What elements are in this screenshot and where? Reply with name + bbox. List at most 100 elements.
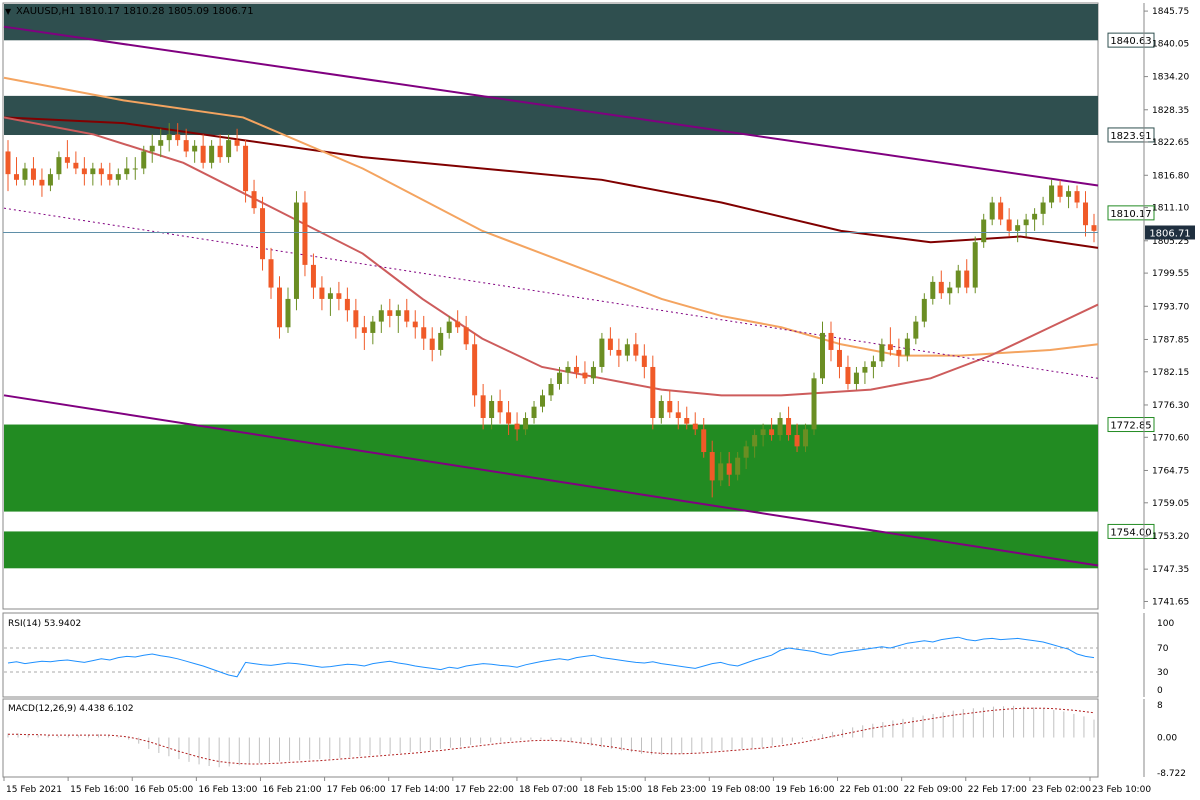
candle xyxy=(599,332,605,373)
price-tick-label: 1845.75 xyxy=(1152,7,1189,17)
candle xyxy=(1032,208,1038,231)
rsi-label: RSI(14) 53.9402 xyxy=(8,619,81,629)
candle xyxy=(200,134,206,169)
candle xyxy=(879,338,885,367)
candle xyxy=(472,332,478,407)
time-tick-label: 17 Feb 06:00 xyxy=(327,785,386,795)
candle xyxy=(1074,185,1080,209)
candle xyxy=(709,440,715,498)
candle xyxy=(794,423,800,453)
level-label-text: 1810.17 xyxy=(1110,209,1151,220)
current-price-badge: 1806.71 xyxy=(1145,225,1195,240)
candle xyxy=(633,332,639,362)
candle xyxy=(531,400,537,424)
rsi-tick-top: 100 xyxy=(1157,619,1174,629)
candle xyxy=(998,196,1004,226)
price-tick-label: 1759.05 xyxy=(1152,499,1189,509)
candle xyxy=(336,281,342,311)
support-zone-lower xyxy=(4,531,1098,569)
level-label: 1772.85 xyxy=(1107,417,1155,433)
candle xyxy=(480,383,486,430)
macd-tick-label: -8.722 xyxy=(1157,769,1186,779)
candle xyxy=(395,304,401,333)
macd-panel[interactable]: MACD(12,26,9) 4.438 6.102 8 0.00 -8.722 xyxy=(2,698,1186,779)
macd-tick-label: 8 xyxy=(1157,701,1163,711)
candle xyxy=(226,134,232,163)
candle xyxy=(820,321,825,384)
candle xyxy=(887,327,893,356)
candle xyxy=(81,157,87,186)
candle xyxy=(124,157,130,180)
time-tick-label: 22 Feb 09:00 xyxy=(904,785,963,795)
candle xyxy=(769,418,775,441)
time-tick-label: 17 Feb 14:00 xyxy=(391,785,450,795)
time-tick-label: 18 Feb 07:00 xyxy=(519,785,578,795)
price-tick-label: 1822.65 xyxy=(1152,138,1189,148)
level-label-text: 1840.63 xyxy=(1110,36,1151,47)
candle xyxy=(175,123,181,146)
candle xyxy=(947,281,953,305)
candle xyxy=(896,338,902,367)
channel-lower[interactable] xyxy=(3,394,1099,567)
price-tick-label: 1776.30 xyxy=(1152,401,1189,411)
time-axis[interactable]: 15 Feb 2021 15 Feb 16:00 16 Feb 05:00 16 Fe… xyxy=(3,777,1151,795)
candle xyxy=(1040,196,1046,226)
candle xyxy=(192,140,198,163)
current-price-text: 1806.71 xyxy=(1149,228,1190,239)
candle xyxy=(421,315,427,350)
macd-tick-label: 0.00 xyxy=(1157,734,1177,744)
candle xyxy=(30,157,36,186)
channel-upper[interactable] xyxy=(3,25,1099,187)
time-tick-label: 23 Feb 10:00 xyxy=(1092,785,1151,795)
price-axis[interactable]: 1845.75 1840.05 1834.20 1828.35 1822.65 1816.… xyxy=(1143,3,1189,609)
macd-histogram xyxy=(7,705,1095,768)
candle xyxy=(514,412,520,441)
macd-signal-line xyxy=(8,707,1095,765)
rsi-line xyxy=(7,636,1095,678)
candle xyxy=(56,151,62,180)
price-tick-label: 1805.25 xyxy=(1152,237,1189,247)
price-tick-label: 1816.80 xyxy=(1152,171,1189,181)
rsi-panel-frame xyxy=(2,612,1099,698)
candle xyxy=(370,315,376,345)
candle xyxy=(234,128,240,152)
candle xyxy=(811,372,817,436)
candle xyxy=(90,162,96,186)
candle xyxy=(1083,191,1089,237)
candle xyxy=(989,196,995,226)
candle xyxy=(115,168,121,186)
price-panel[interactable]: 1840.63 1823.91 1810.17 1772.85 1754.00 XAUU… xyxy=(2,2,1155,610)
candle xyxy=(412,310,418,339)
candle xyxy=(972,236,978,294)
candle xyxy=(327,287,333,316)
candle xyxy=(98,162,104,186)
candle xyxy=(641,344,647,379)
candle xyxy=(853,366,859,390)
time-tick-label: 16 Feb 21:00 xyxy=(262,785,321,795)
candle xyxy=(149,134,155,163)
candle xyxy=(675,400,681,430)
candle xyxy=(726,452,732,487)
macd-label: MACD(12,26,9) 4.438 6.102 xyxy=(8,704,134,714)
candle xyxy=(293,191,299,311)
ma-fast xyxy=(3,116,1099,397)
candle xyxy=(624,338,630,362)
collapse-arrow-icon[interactable]: ▼ xyxy=(5,7,12,16)
price-tick-label: 1793.70 xyxy=(1152,302,1189,312)
candle xyxy=(39,168,45,197)
candle xyxy=(964,259,970,294)
candle xyxy=(438,327,444,356)
time-tick-label: 22 Feb 17:00 xyxy=(968,785,1027,795)
candle xyxy=(870,355,876,379)
time-tick-label: 16 Feb 13:00 xyxy=(198,785,257,795)
candle xyxy=(760,423,766,447)
symbol-header: XAUUSD,H1 1810.17 1810.28 1805.09 1806.7… xyxy=(16,6,254,17)
candle xyxy=(429,327,435,362)
support-zone-upper xyxy=(4,424,1098,512)
time-tick-label: 17 Feb 22:00 xyxy=(455,785,514,795)
level-label-text: 1823.91 xyxy=(1110,131,1151,142)
price-tick-label: 1840.05 xyxy=(1152,39,1189,49)
rsi-panel[interactable]: RSI(14) 53.9402 100 70 30 0 xyxy=(2,612,1174,698)
price-tick-label: 1799.55 xyxy=(1152,269,1189,279)
